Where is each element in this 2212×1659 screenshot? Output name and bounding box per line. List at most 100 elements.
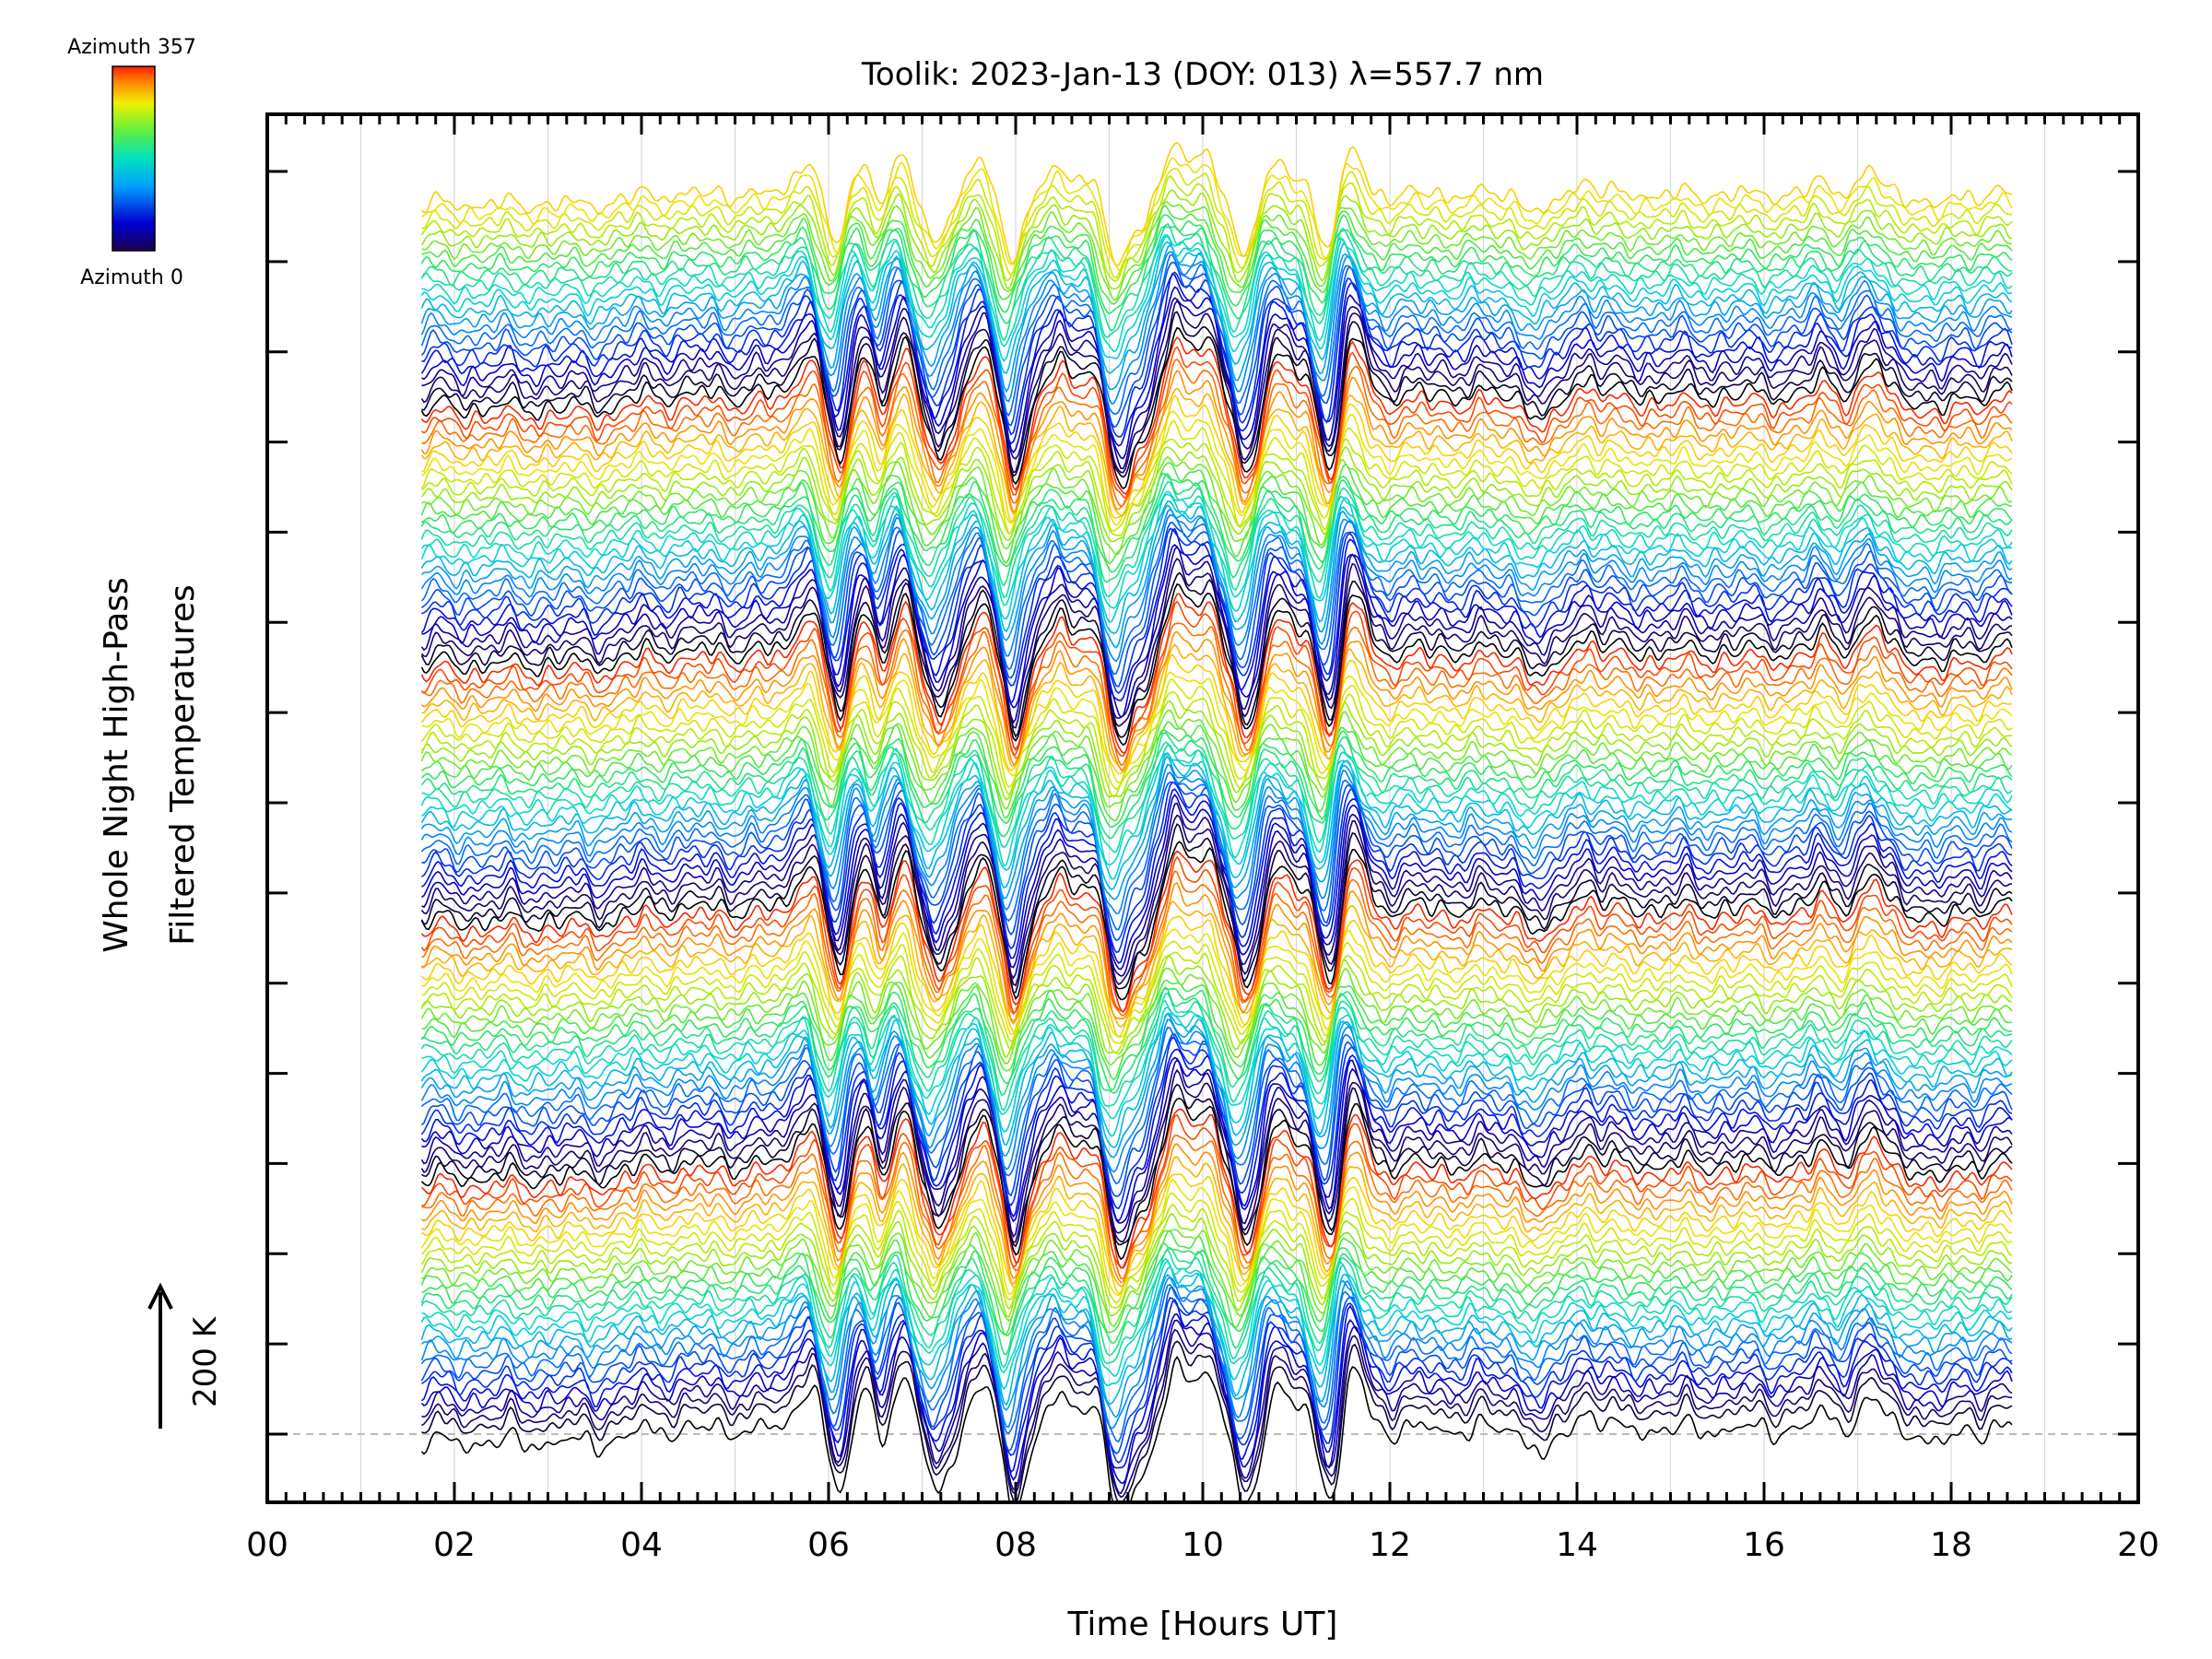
series-line xyxy=(420,214,2013,315)
series-line xyxy=(421,1000,2013,1120)
series-line xyxy=(420,1213,2013,1319)
scale-bar: 200 K xyxy=(147,1282,224,1429)
series-line xyxy=(420,822,2013,994)
series-line xyxy=(420,1033,2013,1197)
series-line xyxy=(420,988,2013,1091)
series-line xyxy=(420,593,2013,754)
x-tick-label: 18 xyxy=(1930,1526,1972,1564)
series-line xyxy=(420,900,2013,1028)
series-line xyxy=(421,359,2013,508)
x-axis-label: Time [Hours UT] xyxy=(1067,1606,1338,1643)
axis-ticks xyxy=(265,114,2140,1502)
series-line xyxy=(420,653,2013,775)
series-line xyxy=(420,1260,2013,1391)
series-line xyxy=(420,992,2013,1112)
series-line xyxy=(421,1299,2013,1474)
series-line xyxy=(421,233,2013,353)
series-line xyxy=(420,1058,2013,1239)
series-line xyxy=(421,1156,2013,1288)
series-line xyxy=(420,445,2013,543)
series-line xyxy=(420,261,2013,429)
x-tick-label: 06 xyxy=(807,1526,850,1564)
series-line xyxy=(420,582,2013,747)
series-line xyxy=(420,253,2013,418)
series-group xyxy=(420,141,2013,1502)
series-line xyxy=(420,744,2013,867)
series-line xyxy=(421,940,2013,1044)
series-line xyxy=(420,243,2013,394)
series-line xyxy=(420,1036,2013,1210)
x-tick-label: 20 xyxy=(2117,1526,2159,1564)
series-line xyxy=(421,781,2013,954)
series-line xyxy=(421,201,2013,301)
colorbar-bottom-label: Azimuth 0 xyxy=(80,266,183,289)
series-line xyxy=(420,387,2013,516)
series-line xyxy=(420,481,2013,599)
series-line xyxy=(420,222,2013,342)
colorbar-gradient xyxy=(112,65,156,252)
series-line xyxy=(420,841,2013,1001)
x-tick-label: 16 xyxy=(1743,1526,1785,1564)
series-line xyxy=(421,1083,2013,1248)
series-line xyxy=(421,1241,2013,1345)
series-line xyxy=(420,273,2013,447)
series-line xyxy=(420,571,2013,738)
series-line xyxy=(420,527,2013,705)
series-line xyxy=(420,678,2013,791)
series-line xyxy=(421,1319,2013,1495)
series-line xyxy=(420,420,2013,535)
series-line xyxy=(420,967,2013,1065)
series-line xyxy=(420,752,2013,890)
series-line xyxy=(421,1143,2013,1284)
series-line xyxy=(420,630,2013,771)
series-line xyxy=(420,771,2013,931)
series-line xyxy=(420,1192,2013,1304)
grid-lines xyxy=(359,114,2046,1502)
series-line xyxy=(420,558,2013,729)
series-line xyxy=(420,1108,2013,1269)
series-line xyxy=(420,490,2013,609)
series-line xyxy=(421,1229,2013,1327)
x-tick-label: 00 xyxy=(246,1526,288,1564)
series-line xyxy=(420,709,2013,810)
series-line xyxy=(420,1006,2013,1137)
series-line xyxy=(420,1283,2013,1442)
y-axis-label-line2: Filtered Temperatures xyxy=(164,584,202,946)
series-line xyxy=(420,141,2013,267)
colorbar: Azimuth 357 Azimuth 0 xyxy=(67,36,196,289)
series-line xyxy=(420,855,2013,1014)
series-line xyxy=(420,326,2013,490)
series-line xyxy=(420,1068,2013,1244)
y-axis-label-line1: Whole Night High-Pass xyxy=(98,577,135,953)
series-line xyxy=(421,472,2013,573)
series-line xyxy=(420,1097,2013,1261)
series-line xyxy=(421,802,2013,980)
series-line xyxy=(420,731,2013,840)
x-tick-label: 10 xyxy=(1182,1526,1224,1564)
series-line xyxy=(421,951,2013,1053)
series-line xyxy=(420,850,2013,1014)
series-line xyxy=(421,1257,2013,1377)
series-line xyxy=(421,346,2013,500)
series-line xyxy=(420,500,2013,635)
scale-bar-label: 200 K xyxy=(187,1315,224,1407)
series-line xyxy=(421,1113,2013,1269)
series-line xyxy=(421,870,2013,1018)
series-line xyxy=(420,1274,2013,1418)
series-line xyxy=(420,1248,2013,1369)
series-line xyxy=(421,311,2013,478)
series-line xyxy=(420,514,2013,676)
series-line xyxy=(420,1012,2013,1149)
series-line xyxy=(420,336,2013,495)
series-line xyxy=(421,881,2013,1025)
series-line xyxy=(420,1230,2013,1336)
series-line xyxy=(420,225,2013,333)
series-line xyxy=(420,508,2013,663)
series-line xyxy=(420,504,2013,649)
series-line xyxy=(420,251,2013,405)
series-line xyxy=(420,370,2013,513)
series-line xyxy=(420,1026,2013,1185)
series-line xyxy=(421,455,2013,556)
series-line xyxy=(421,622,2013,767)
series-line xyxy=(420,955,2012,1059)
